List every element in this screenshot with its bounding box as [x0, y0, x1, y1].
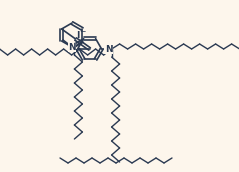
Text: I: I	[76, 30, 80, 40]
Text: N: N	[105, 45, 112, 53]
Text: −: −	[79, 28, 85, 36]
Text: +: +	[74, 40, 79, 46]
Text: N: N	[68, 42, 76, 51]
